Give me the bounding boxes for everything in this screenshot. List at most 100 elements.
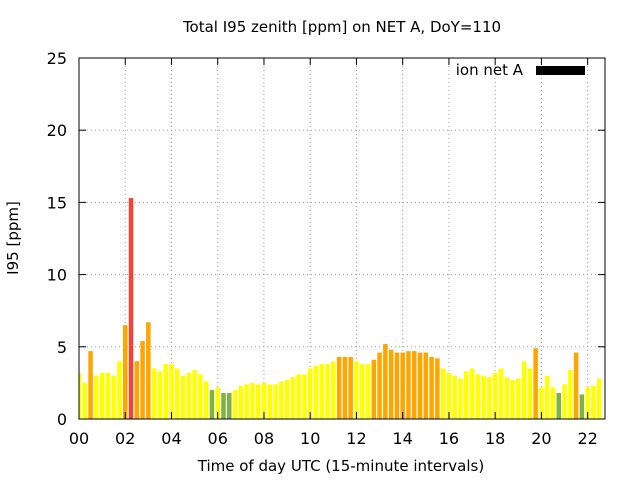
bar	[406, 351, 411, 419]
bar	[169, 364, 174, 419]
bar	[307, 368, 313, 419]
bar	[325, 364, 330, 419]
x-tick-label: 22	[577, 429, 597, 448]
bar	[250, 382, 255, 419]
y-tick-label: 5	[57, 338, 67, 357]
y-tick-label: 0	[57, 410, 67, 429]
bar	[227, 393, 232, 419]
bar	[521, 361, 527, 419]
grid	[79, 58, 605, 419]
bar	[585, 387, 590, 419]
bar	[510, 380, 515, 419]
bar	[429, 356, 434, 419]
legend-label: ion net A	[456, 61, 524, 79]
bar	[596, 378, 602, 419]
bar	[140, 341, 145, 419]
bar	[342, 356, 348, 419]
bar	[533, 348, 538, 419]
bar	[550, 387, 556, 419]
y-tick-label: 10	[47, 266, 67, 285]
bar	[354, 361, 359, 419]
bar	[296, 374, 301, 419]
x-tick-label: 14	[393, 429, 413, 448]
bar	[82, 382, 88, 419]
bar	[498, 368, 504, 419]
bar	[261, 382, 267, 419]
tick-labels: 0 5 10 15 20 25 00 02 04 06 08 10 12 14 16 18 20 22	[47, 49, 598, 448]
bar	[475, 374, 481, 419]
x-tick-label: 02	[115, 429, 135, 448]
bar	[568, 369, 573, 419]
legend-swatch	[536, 66, 585, 75]
bar	[504, 377, 509, 419]
x-tick-label: 16	[439, 429, 459, 448]
bar	[94, 375, 99, 419]
y-axis-label: I95 [ppm]	[4, 201, 22, 275]
bar	[151, 368, 157, 419]
bar	[423, 352, 429, 419]
bar	[319, 364, 325, 419]
x-tick-label: 08	[254, 429, 274, 448]
bar	[215, 387, 220, 419]
bar	[481, 375, 486, 419]
x-tick-label: 04	[161, 429, 181, 448]
bar	[435, 358, 440, 419]
bar	[134, 361, 140, 419]
bar	[279, 381, 284, 419]
bar	[203, 381, 209, 419]
chart-title: Total I95 zenith [ppm] on NET A, DoY=110	[182, 18, 501, 36]
plot-frame	[78, 57, 606, 420]
bar	[88, 351, 93, 419]
bar	[146, 322, 151, 419]
bar	[411, 351, 417, 419]
bar	[377, 352, 382, 419]
y-tick-label: 20	[47, 121, 67, 140]
bar	[446, 372, 452, 419]
bar	[359, 364, 365, 419]
bar	[331, 361, 336, 419]
bar	[128, 198, 134, 419]
bar	[79, 372, 82, 419]
bar	[117, 361, 122, 419]
bar	[492, 372, 498, 419]
bar	[180, 375, 186, 419]
x-axis-label: Time of day UTC (15-minute intervals)	[197, 457, 484, 475]
bar	[209, 390, 215, 419]
x-tick-label: 06	[208, 429, 228, 448]
bar	[348, 356, 353, 419]
bar	[273, 384, 278, 419]
bar	[157, 371, 163, 419]
bar	[105, 372, 111, 419]
x-tick-label: 18	[485, 429, 505, 448]
bar	[221, 393, 226, 419]
bar	[99, 372, 105, 419]
x-tick-label: 10	[300, 429, 320, 448]
bar	[458, 378, 463, 419]
bar	[313, 365, 319, 419]
bar	[539, 387, 544, 419]
bar	[562, 384, 567, 419]
bar	[591, 385, 596, 419]
x-tick-label: 20	[531, 429, 551, 448]
legend: ion net A	[456, 61, 585, 79]
bar	[255, 384, 261, 419]
bar	[371, 359, 377, 419]
bar	[516, 378, 521, 419]
y-tick-label: 15	[47, 193, 67, 212]
bar	[400, 352, 405, 419]
bar	[383, 343, 388, 419]
bars	[79, 198, 602, 419]
bar	[469, 368, 475, 419]
bar	[544, 375, 550, 419]
bar	[573, 352, 579, 419]
bar	[267, 384, 273, 419]
bar	[175, 368, 180, 419]
bar	[464, 371, 469, 419]
x-tick-label: 00	[69, 429, 89, 448]
bar	[487, 377, 492, 419]
bar	[111, 375, 116, 419]
bar	[238, 385, 244, 419]
bar	[186, 372, 192, 419]
bar	[290, 377, 296, 419]
